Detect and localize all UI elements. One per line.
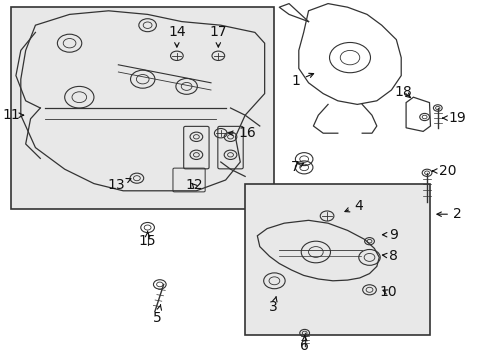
Text: 19: 19 — [442, 111, 465, 125]
Text: 8: 8 — [382, 249, 398, 263]
Text: 5: 5 — [153, 305, 162, 324]
Text: 13: 13 — [107, 179, 131, 192]
Text: 15: 15 — [139, 231, 156, 248]
Text: 4: 4 — [344, 199, 362, 213]
Text: 7: 7 — [290, 161, 303, 174]
Text: 20: 20 — [432, 164, 455, 178]
Text: 10: 10 — [379, 285, 396, 299]
FancyBboxPatch shape — [11, 7, 274, 209]
Text: 11: 11 — [2, 108, 23, 122]
Text: 9: 9 — [382, 228, 398, 242]
FancyBboxPatch shape — [244, 184, 429, 335]
Text: 18: 18 — [394, 85, 412, 99]
Text: 2: 2 — [436, 207, 461, 221]
Text: 1: 1 — [291, 73, 313, 88]
Text: 14: 14 — [168, 26, 185, 47]
Text: 16: 16 — [228, 126, 256, 140]
Text: 3: 3 — [268, 297, 277, 314]
Text: 12: 12 — [185, 179, 203, 192]
Text: 6: 6 — [300, 336, 308, 353]
Text: 17: 17 — [209, 26, 226, 47]
